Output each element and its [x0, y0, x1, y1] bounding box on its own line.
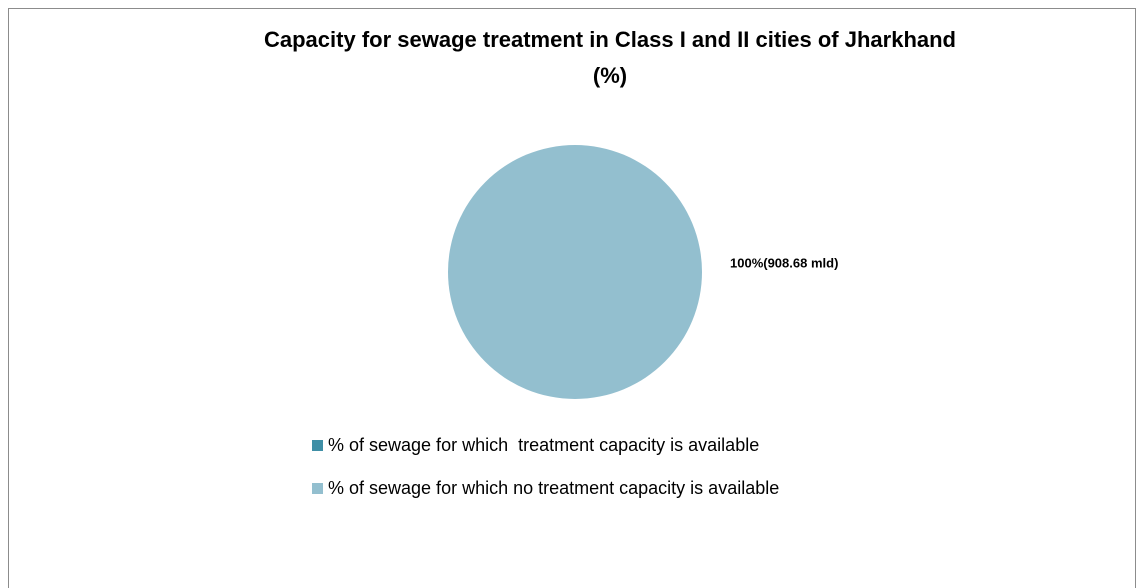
legend-swatch	[312, 483, 323, 494]
pie-slice	[448, 145, 702, 399]
legend-label: % of sewage for which no treatment capac…	[328, 478, 779, 498]
legend-label: % of sewage for which treatment capacity…	[328, 435, 759, 455]
data-label: 100%(908.68 mld)	[730, 255, 838, 270]
chart-title: Capacity for sewage treatment in Class I…	[264, 27, 956, 88]
legend-swatch	[312, 440, 323, 451]
chart-frame	[8, 8, 1136, 588]
